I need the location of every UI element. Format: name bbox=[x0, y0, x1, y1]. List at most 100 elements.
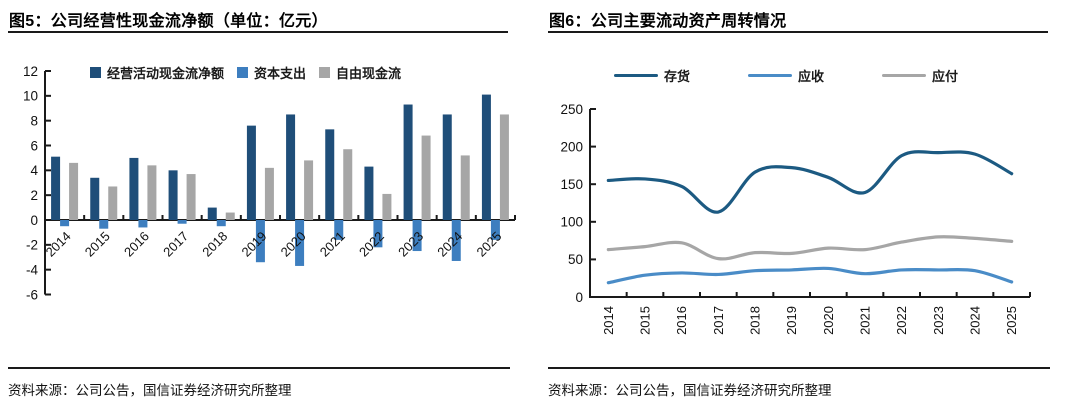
y-tick-label: 50 bbox=[568, 252, 583, 267]
bar-capex-2023 bbox=[412, 220, 422, 252]
x-tick-label: 2017 bbox=[711, 306, 726, 335]
y-tick-label: 150 bbox=[560, 177, 583, 192]
x-tick-label: 2022 bbox=[894, 306, 909, 335]
figure6-title: 图6：公司主要流动资产周转情况 bbox=[549, 13, 787, 30]
legend-label-inventory: 存货 bbox=[664, 69, 691, 84]
x-tick-label: 2014 bbox=[601, 306, 616, 335]
bar-operating-cashflow-2017 bbox=[168, 170, 178, 220]
x-tick-label: 2016 bbox=[121, 229, 152, 260]
x-tick-label: 2019 bbox=[784, 306, 799, 335]
figure5-legend: 经营活动现金流净额 资本支出 自由现金流 bbox=[90, 63, 401, 82]
legend-label-payables: 应付 bbox=[932, 69, 959, 84]
x-tick-label: 2023 bbox=[931, 306, 946, 335]
bar-capex-2024 bbox=[451, 220, 461, 261]
legend-swatch-capex bbox=[237, 67, 249, 78]
y-tick-label: 10 bbox=[23, 89, 38, 104]
figure6-panel: 图6：公司主要流动资产周转情况 存货 应收 应付 0 50 100 150 200 250… bbox=[540, 0, 1080, 412]
legend-swatch-free-cashflow bbox=[319, 67, 331, 78]
bar-capex-2014 bbox=[60, 220, 70, 227]
y-tick-label: 2 bbox=[30, 188, 38, 203]
x-tick-label: 2018 bbox=[199, 229, 230, 260]
bar-capex-2017 bbox=[177, 220, 187, 224]
bar-free-cashflow-2020 bbox=[304, 160, 314, 220]
bar-operating-cashflow-2014 bbox=[51, 156, 61, 220]
figure6-legend: 存货 应收 应付 bbox=[614, 66, 958, 85]
legend-swatch-payables bbox=[882, 73, 927, 78]
bar-free-cashflow-2019 bbox=[264, 167, 274, 220]
x-tick-label: 2018 bbox=[748, 306, 763, 335]
x-tick-label: 2021 bbox=[858, 306, 873, 335]
legend-swatch-inventory bbox=[614, 73, 658, 78]
y-tick-label: 250 bbox=[560, 102, 583, 117]
figure5-title: 图5：公司经营性现金流净额（单位：亿元） bbox=[9, 13, 328, 30]
bar-free-cashflow-2014 bbox=[69, 162, 79, 220]
bar-operating-cashflow-2025 bbox=[481, 94, 491, 220]
bar-free-cashflow-2018 bbox=[225, 212, 235, 220]
x-tick-label: 2025 bbox=[1004, 306, 1019, 335]
bar-operating-cashflow-2015 bbox=[90, 177, 100, 220]
x-tick-label: 2014 bbox=[43, 229, 74, 260]
bar-capex-2019 bbox=[255, 220, 265, 263]
legend-label-operating-cashflow: 经营活动现金流净额 bbox=[107, 66, 225, 81]
y-tick-label: 100 bbox=[560, 215, 583, 230]
bar-operating-cashflow-2024 bbox=[442, 114, 452, 220]
figure6-source: 资料来源：公司公告，国信证券经济研究所整理 bbox=[548, 383, 832, 398]
bar-capex-2015 bbox=[99, 220, 109, 229]
series-line-payables bbox=[606, 235, 1014, 261]
bar-capex-2022 bbox=[373, 220, 383, 248]
series-line-receivables bbox=[606, 266, 1014, 285]
legend-item-inventory: 存货 bbox=[614, 66, 690, 85]
figure6-source-rule bbox=[548, 367, 1050, 369]
series-line-inventory bbox=[606, 150, 1014, 214]
bar-operating-cashflow-2023 bbox=[403, 104, 413, 220]
x-tick-label: 2017 bbox=[160, 229, 191, 260]
x-tick-label: 2024 bbox=[968, 306, 983, 335]
bar-capex-2020 bbox=[295, 220, 305, 266]
bar-free-cashflow-2016 bbox=[147, 165, 157, 220]
legend-swatch-operating-cashflow bbox=[90, 67, 101, 78]
bar-free-cashflow-2022 bbox=[382, 193, 392, 220]
y-tick-label: 6 bbox=[30, 138, 38, 153]
bar-free-cashflow-2017 bbox=[186, 174, 196, 220]
legend-item-receivables: 应收 bbox=[748, 66, 824, 85]
bar-capex-2016 bbox=[138, 220, 148, 228]
legend-item-operating-cashflow: 经营活动现金流净额 bbox=[90, 63, 224, 82]
bar-operating-cashflow-2018 bbox=[207, 207, 217, 220]
legend-label-free-cashflow: 自由现金流 bbox=[336, 66, 402, 81]
bar-capex-2018 bbox=[216, 220, 226, 227]
figure5-title-rule bbox=[8, 31, 508, 33]
figure6-title-rule bbox=[548, 31, 1048, 33]
x-tick-label: 2016 bbox=[674, 306, 689, 335]
bar-capex-2021 bbox=[334, 220, 344, 240]
bar-operating-cashflow-2019 bbox=[246, 125, 256, 220]
legend-swatch-receivables bbox=[748, 73, 793, 78]
y-tick-label: 12 bbox=[23, 64, 38, 79]
bar-free-cashflow-2024 bbox=[460, 155, 470, 220]
y-tick-label: 0 bbox=[30, 213, 38, 228]
bar-free-cashflow-2021 bbox=[343, 149, 353, 220]
y-tick-label: -6 bbox=[26, 287, 38, 302]
y-tick-label: 4 bbox=[30, 163, 38, 178]
y-tick-label: -4 bbox=[26, 262, 38, 277]
figure6-line-chart: 0 50 100 150 200 250 2014 2015 2016 2017 2018 2019 2… bbox=[560, 102, 1031, 335]
bar-free-cashflow-2023 bbox=[421, 135, 431, 220]
bar-operating-cashflow-2016 bbox=[129, 157, 139, 220]
figure5-source-rule bbox=[8, 367, 510, 369]
figure5-panel: 图5：公司经营性现金流净额（单位：亿元） 经营活动现金流净额 资本支出 自由现金… bbox=[8, 13, 516, 398]
bar-operating-cashflow-2020 bbox=[286, 114, 296, 220]
legend-item-capex: 资本支出 bbox=[237, 63, 306, 82]
y-tick-label: -2 bbox=[26, 238, 38, 253]
legend-item-payables: 应付 bbox=[882, 66, 958, 85]
figure5-source: 资料来源：公司公告，国信证券经济研究所整理 bbox=[8, 383, 292, 398]
legend-label-receivables: 应收 bbox=[798, 69, 825, 84]
legend-item-free-cashflow: 自由现金流 bbox=[319, 63, 401, 82]
bars-group bbox=[51, 94, 509, 266]
bar-capex-2025 bbox=[490, 220, 500, 240]
y-tick-label: 200 bbox=[560, 139, 583, 154]
y-tick-label: 8 bbox=[30, 113, 38, 128]
bar-free-cashflow-2025 bbox=[499, 114, 509, 220]
y-tick-label: 0 bbox=[575, 290, 583, 305]
x-tick-label: 2015 bbox=[638, 306, 653, 335]
bar-operating-cashflow-2022 bbox=[364, 166, 374, 220]
x-tick-label: 2015 bbox=[82, 229, 113, 260]
